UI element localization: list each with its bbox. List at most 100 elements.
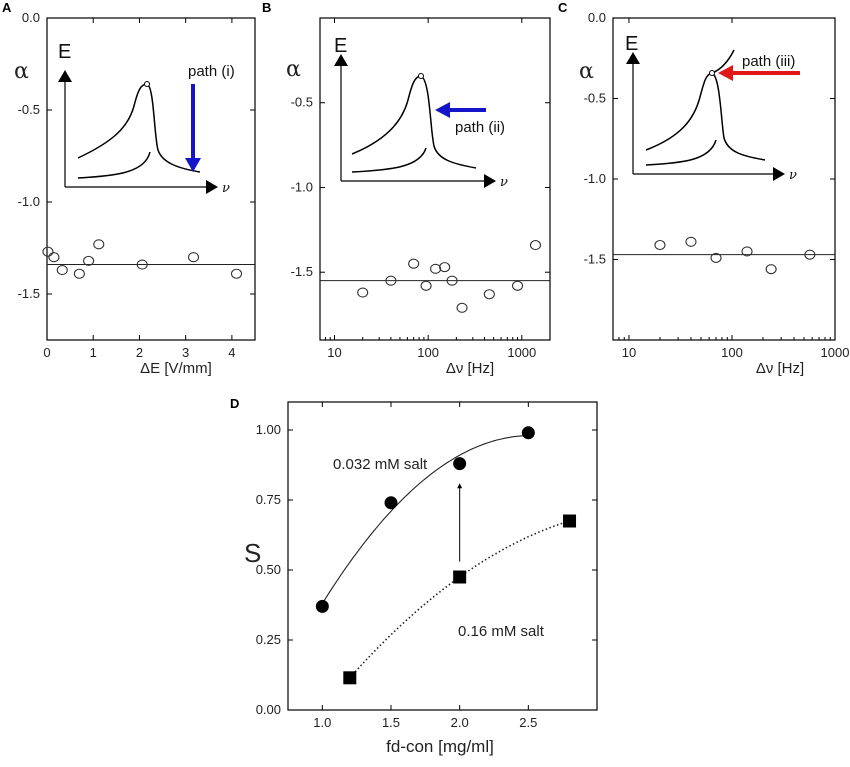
panel-a-data-point	[136, 259, 148, 270]
panel-c-path-arrow-head	[718, 65, 733, 81]
panel-c-ylabel: α	[579, 59, 594, 84]
panel-b-data-point	[529, 240, 542, 251]
panel-a-inset-e-label: E	[58, 41, 71, 63]
panel-b-frame	[319, 17, 551, 341]
panel-b-inset-x-arrowhead	[484, 174, 496, 188]
panel-a-path-arrow-head	[185, 158, 201, 172]
panel-c-xlabel: Δν [Hz]	[756, 360, 804, 377]
panel-d-xlabel: fd-con [mg/ml]	[386, 737, 494, 756]
panel-c-xtick-label: 1000	[821, 345, 850, 360]
panel-b-data-point	[357, 287, 369, 298]
panel-a-inset-lower-branch	[146, 83, 201, 173]
panel-a-data-point	[73, 268, 85, 279]
panel-d-ytick-label: 0.00	[256, 702, 281, 717]
panel-c-data-point	[710, 252, 722, 263]
panel-b-data-point	[408, 258, 420, 269]
panel-a-xtick-label: 0	[43, 345, 50, 360]
panel-b-data-point	[420, 280, 432, 291]
panel-a-data-point	[42, 246, 54, 257]
panel-b-xtick-label: 100	[417, 345, 439, 360]
panel-b-data-point	[385, 275, 397, 286]
panel-b-inset-y-arrowhead	[334, 54, 348, 66]
panel-a-data-point	[187, 252, 200, 263]
panel-c-ytick-label: -1.0	[584, 171, 606, 186]
panel-label-d: D	[230, 396, 239, 411]
panel-d-series-1-curve	[321, 435, 529, 604]
panel-b-inset-cusp-marker	[418, 73, 424, 79]
panel-d: S fd-con [mg/ml] 0.032 mM salt 0.16 mM s…	[244, 401, 598, 756]
panel-b-xlabel: Δν [Hz]	[446, 360, 494, 377]
panel-a-inset: E ν path (i)	[58, 41, 235, 196]
panel-c-frame	[612, 17, 836, 341]
panel-c-inset: E ν path (iii)	[625, 33, 800, 183]
panel-b-ytick-label: -1.0	[291, 179, 313, 194]
panel-c-path-label: path (iii)	[742, 53, 795, 70]
panel-label-a: A	[2, 0, 12, 15]
panel-b-ytick-label: -0.5	[291, 95, 313, 110]
panel-d-series-2-point	[563, 514, 577, 528]
panel-a-data-point	[48, 252, 60, 263]
panel-d-ytick-label: 0.75	[256, 492, 281, 507]
panel-b-ytick-label: -1.5	[291, 264, 313, 279]
panel-a-data-point	[230, 268, 243, 279]
panel-c-inset-base-branch	[645, 139, 717, 166]
panel-c-xtick-label: 10	[622, 345, 636, 360]
panel-b-xtick-label: 1000	[507, 345, 536, 360]
panel-a-inset-cusp-marker	[144, 81, 150, 87]
panel-d-xtick-label: 2.0	[451, 715, 469, 730]
panel-a-ytick-label: 0.0	[22, 10, 40, 25]
panel-d-series-1-point	[453, 457, 467, 471]
panel-a-frame	[46, 17, 256, 341]
panel-a-xlabel: ΔE [V/mm]	[140, 360, 212, 377]
panel-d-ytick-label: 0.25	[256, 632, 281, 647]
panel-d-series-1-label: 0.032 mM salt	[333, 456, 428, 473]
panel-a-xtick-label: 4	[228, 345, 235, 360]
panel-b-data-point	[456, 302, 468, 313]
panel-c-ytick-label: -0.5	[584, 91, 606, 106]
panel-b-data-point	[483, 289, 495, 300]
panel-c-data-point	[654, 239, 666, 251]
panel-a-inset-x-arrowhead	[206, 180, 218, 194]
panel-a-ytick-label: -0.5	[18, 102, 40, 117]
panel-c-inset-x-arrowhead	[773, 167, 785, 181]
panel-c-inset-y-arrowhead	[626, 52, 640, 64]
panel-a-path-label: path (i)	[188, 63, 235, 80]
panel-a-ylabel: α	[14, 59, 29, 84]
panel-a-data-point	[83, 255, 95, 266]
panel-d-ylabel: S	[244, 538, 261, 568]
panel-d-xtick-label: 1.5	[382, 715, 400, 730]
panel-d-ytick-label: 0.50	[256, 562, 281, 577]
panel-b-data-point	[511, 280, 524, 291]
panel-a-xtick-label: 1	[90, 345, 97, 360]
panel-b-inset-upper-branch	[351, 75, 422, 155]
panel-d-ytick-label: 1.00	[256, 422, 281, 437]
panel-d-xtick-label: 2.5	[519, 715, 537, 730]
panel-c-data-point	[765, 264, 777, 275]
panel-b: α Δν [Hz] E ν path (ii) 10 100 1000 -0.5 -1.…	[286, 17, 551, 377]
panel-c-inset-cusp-marker	[709, 70, 715, 76]
panel-b-path-label: path (ii)	[455, 119, 505, 136]
panel-c-ytick-label: -1.5	[584, 252, 606, 267]
panel-b-inset-lower-branch	[420, 75, 477, 169]
panel-d-series-1-point	[384, 496, 398, 510]
panel-label-b: B	[262, 0, 271, 15]
panel-a-ytick-label: -1.5	[18, 286, 40, 301]
panel-c: α Δν [Hz] E ν path (iii) 10 100 1000 0.0 -0.…	[579, 10, 849, 377]
panel-c-inset-e-label: E	[625, 33, 638, 55]
panel-b-inset-base-branch	[351, 147, 427, 173]
panel-c-data-point	[804, 249, 816, 260]
panel-d-series-2-label: 0.16 mM salt	[458, 623, 545, 640]
panel-b-ylabel: α	[286, 57, 301, 82]
panel-b-data-point	[439, 262, 451, 273]
panel-a-xtick-label: 2	[136, 345, 143, 360]
panel-c-data-point	[685, 236, 697, 247]
panel-b-inset: E ν path (ii)	[334, 35, 508, 190]
panel-d-series-1-point	[521, 426, 535, 440]
panel-c-data-point	[741, 246, 753, 257]
panel-a-inset-base-branch	[77, 151, 151, 179]
panel-b-xtick-label: 10	[327, 345, 341, 360]
panel-d-series-2-point	[453, 570, 467, 584]
panel-a-inset-y-arrowhead	[58, 70, 72, 82]
panel-c-inset-lower-branch	[711, 72, 766, 161]
panel-label-c: C	[558, 0, 568, 15]
